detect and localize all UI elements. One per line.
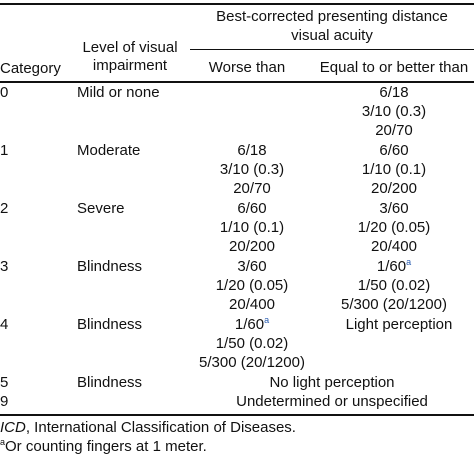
level-header-line2: impairment bbox=[92, 57, 168, 74]
equal-cell: 20/200 bbox=[371, 180, 417, 197]
equal-cell: 5/300 (20/1200) bbox=[341, 296, 447, 313]
worse-cell: 1/60a bbox=[234, 315, 270, 334]
equal-cell: Light perception bbox=[345, 316, 453, 333]
equal-cell: 6/60 bbox=[379, 142, 409, 159]
level-cell: Blindness bbox=[77, 258, 143, 275]
equal-cell: 1/60a bbox=[376, 257, 412, 276]
footnote-a: aOr counting fingers at 1 meter. bbox=[0, 437, 207, 456]
bottom-rule bbox=[0, 414, 474, 416]
category-cell: 4 bbox=[0, 316, 9, 333]
worse-cell: 3/60 bbox=[237, 258, 267, 275]
level-cell: Severe bbox=[77, 200, 125, 217]
equal-cell: 3/10 (0.3) bbox=[361, 103, 427, 120]
category-header: Category bbox=[0, 60, 61, 77]
worse-cell: 1/50 (0.02) bbox=[215, 335, 289, 352]
equal-cell: 20/400 bbox=[371, 238, 417, 255]
worse-cell: 1/20 (0.05) bbox=[215, 277, 289, 294]
group-header-line2: visual acuity bbox=[291, 27, 373, 44]
worse-header: Worse than bbox=[208, 59, 286, 76]
worse-cell: 20/200 bbox=[229, 238, 275, 255]
equal-cell: 1/20 (0.05) bbox=[357, 219, 431, 236]
spanning-cell: No light perception bbox=[269, 374, 395, 391]
category-cell: 5 bbox=[0, 374, 9, 391]
header-rule bbox=[0, 81, 474, 83]
category-cell: 3 bbox=[0, 258, 9, 275]
top-rule bbox=[0, 3, 474, 5]
worse-cell: 6/60 bbox=[237, 200, 267, 217]
level-cell: Mild or none bbox=[77, 84, 160, 101]
group-header-line1: Best-corrected presenting distance bbox=[216, 8, 448, 25]
level-cell: Moderate bbox=[77, 142, 141, 159]
category-cell: 1 bbox=[0, 142, 9, 159]
footnote-marker: a bbox=[0, 437, 6, 447]
worse-cell: 5/300 (20/1200) bbox=[199, 354, 305, 371]
category-cell: 0 bbox=[0, 84, 9, 101]
worse-cell: 3/10 (0.3) bbox=[219, 161, 285, 178]
level-header-line1: Level of visual bbox=[82, 39, 178, 56]
category-cell: 9 bbox=[0, 393, 9, 410]
equal-cell: 1/50 (0.02) bbox=[357, 277, 431, 294]
equal-cell: 20/70 bbox=[375, 122, 413, 139]
group-header-rule bbox=[190, 49, 474, 50]
category-cell: 2 bbox=[0, 200, 9, 217]
worse-cell: 6/18 bbox=[237, 142, 267, 159]
worse-cell: 20/70 bbox=[233, 180, 271, 197]
icd-abbreviation: ICD bbox=[0, 419, 26, 436]
footnote-a-marker: a bbox=[406, 257, 412, 267]
equal-cell: 3/60 bbox=[379, 200, 409, 217]
level-cell: Blindness bbox=[77, 374, 143, 391]
equal-cell: 6/18 bbox=[379, 84, 409, 101]
equal-cell: 1/10 (0.1) bbox=[361, 161, 427, 178]
worse-cell: 1/10 (0.1) bbox=[219, 219, 285, 236]
worse-cell: 20/400 bbox=[229, 296, 275, 313]
footnote-a-marker: a bbox=[264, 315, 270, 325]
footnote-icd: ICD, International Classification of Dis… bbox=[0, 419, 296, 436]
level-cell: Blindness bbox=[77, 316, 143, 333]
spanning-cell: Undetermined or unspecified bbox=[236, 393, 428, 410]
equal-header: Equal to or better than bbox=[319, 59, 469, 76]
